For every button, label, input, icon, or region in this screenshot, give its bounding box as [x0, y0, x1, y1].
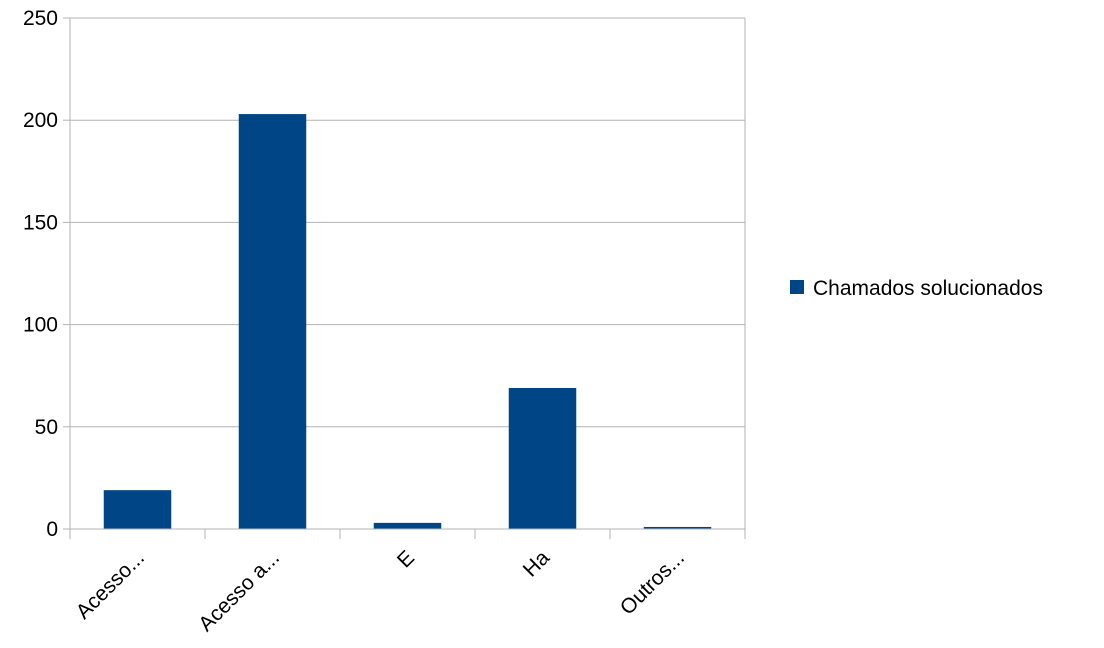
x-tick-labels: Acesso... Acesso a... E Ha Outros...: [72, 546, 689, 636]
bar-3: [373, 522, 442, 529]
y-tick-label: 0: [46, 518, 58, 541]
grid-lines: [70, 17, 745, 530]
axes: [63, 17, 746, 539]
bar-2: [238, 114, 307, 530]
y-tick-labels: 0 50 100 150 200 250: [23, 7, 58, 541]
bar-4: [508, 387, 577, 529]
x-tick-label: Outros...: [616, 546, 689, 619]
bars: [103, 114, 712, 530]
y-tick-label: 250: [23, 7, 58, 30]
x-tick-label: Ha: [519, 546, 554, 581]
bar-5: [643, 526, 712, 529]
legend-swatch: [790, 280, 804, 294]
y-tick-label: 150: [23, 211, 58, 234]
legend-label: Chamados solucionados: [813, 277, 1043, 300]
y-tick-label: 50: [35, 416, 58, 439]
x-tick-label: Acesso a...: [194, 546, 284, 636]
y-tick-label: 200: [23, 109, 58, 132]
x-tick-label: E: [393, 546, 419, 572]
bar-1: [103, 490, 172, 529]
x-tick-label: Acesso...: [72, 546, 149, 623]
legend: Chamados solucionados: [790, 277, 1043, 300]
y-tick-label: 100: [23, 314, 58, 337]
